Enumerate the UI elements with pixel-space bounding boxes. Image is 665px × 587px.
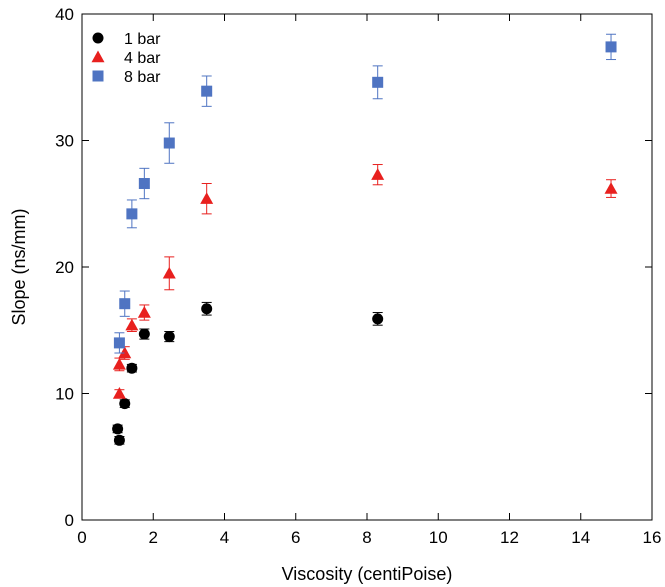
y-tick-label: 30 (55, 132, 74, 151)
y-tick-label: 40 (55, 5, 74, 24)
data-point (119, 298, 131, 310)
series-8-bar (113, 33, 617, 354)
data-point (604, 182, 618, 194)
data-point (372, 313, 384, 325)
data-point (163, 331, 175, 343)
legend-label: 1 bar (124, 31, 161, 48)
data-point (125, 318, 139, 331)
x-tick-label: 4 (220, 528, 229, 547)
x-tick-label: 0 (77, 528, 86, 547)
data-point (137, 306, 151, 318)
series-1-bar (112, 301, 384, 446)
axis-ticks: 0 2 4 6 8 10 12 14 16 0 10 20 30 40 (55, 5, 661, 547)
y-tick-label: 10 (55, 385, 74, 404)
x-tick-label: 16 (643, 528, 662, 547)
x-tick-label: 10 (429, 528, 448, 547)
y-tick-label: 20 (55, 258, 74, 277)
series-4-bar (112, 164, 618, 399)
plot-frame (81, 13, 653, 521)
data-point (138, 328, 150, 340)
data-point (201, 85, 213, 97)
data-point (163, 137, 175, 149)
data-point (112, 423, 124, 435)
data-point (372, 76, 384, 88)
data-point (112, 387, 126, 399)
x-axis-label: Viscosity (centiPoise) (282, 564, 453, 584)
data-series (112, 33, 618, 446)
x-tick-label: 6 (291, 528, 300, 547)
x-tick-label: 8 (362, 528, 371, 547)
data-point (371, 168, 385, 180)
x-tick-label: 12 (500, 528, 519, 547)
legend-marker (91, 50, 105, 63)
x-tick-label: 14 (571, 528, 590, 547)
data-point (138, 178, 150, 190)
data-point (126, 362, 138, 374)
data-point (113, 434, 125, 446)
x-tick-label: 2 (149, 528, 158, 547)
y-axis-label: Slope (ns/mm) (9, 208, 29, 325)
legend: 1 bar 4 bar 8 bar (91, 31, 161, 86)
legend-label: 8 bar (124, 69, 161, 86)
y-tick-label: 0 (65, 511, 74, 530)
data-point (119, 398, 131, 410)
data-point (200, 192, 214, 204)
data-point (126, 208, 138, 220)
legend-marker (92, 70, 104, 82)
data-point (605, 41, 617, 53)
legend-label: 4 bar (124, 50, 161, 67)
data-point (118, 346, 132, 359)
data-point (112, 357, 126, 370)
data-point (201, 303, 213, 315)
data-point (162, 266, 176, 279)
data-point (113, 337, 125, 349)
legend-marker (92, 32, 104, 44)
